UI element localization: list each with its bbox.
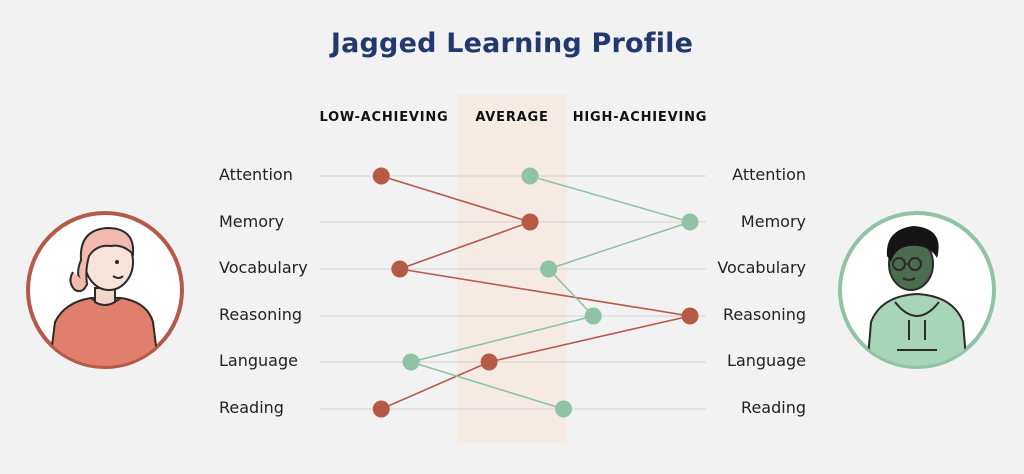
series-a-point [521, 213, 539, 231]
series-b-point [402, 353, 420, 371]
row-label-right: Reasoning [722, 305, 806, 324]
row-label-left: Reasoning [219, 305, 303, 324]
series-b-line [408, 175, 693, 410]
row-label-right: Attention [732, 165, 806, 184]
row-label-left: Vocabulary [219, 258, 308, 277]
series-a-point [480, 353, 498, 371]
column-header-low: LOW-ACHIEVING [319, 110, 449, 125]
series-b-point [540, 260, 558, 278]
boy-avatar-icon [838, 211, 996, 369]
row-label-left: Memory [219, 212, 285, 231]
series-b-point [584, 307, 602, 325]
girl-avatar-icon [26, 211, 184, 369]
series-a-point [372, 167, 390, 185]
row-label-right: Vocabulary [717, 258, 806, 277]
row-label-left: Reading [219, 398, 284, 417]
row-label-right: Language [727, 351, 806, 370]
series-a-point [391, 260, 409, 278]
series-b-point [521, 167, 539, 185]
series-a-point [372, 400, 390, 418]
row-label-left: Language [219, 351, 298, 370]
series-a-line [380, 175, 691, 410]
row-label-right: Reading [741, 398, 806, 417]
column-header-high: HIGH-ACHIEVING [572, 110, 708, 125]
diagram-title: Jagged Learning Profile [330, 28, 694, 59]
row-label-right: Memory [740, 212, 806, 231]
series-b-point [681, 213, 699, 231]
column-header-average: AVERAGE [475, 110, 549, 125]
series-a-point [681, 307, 699, 325]
series-b-point [555, 400, 573, 418]
row-label-left: Attention [219, 165, 293, 184]
